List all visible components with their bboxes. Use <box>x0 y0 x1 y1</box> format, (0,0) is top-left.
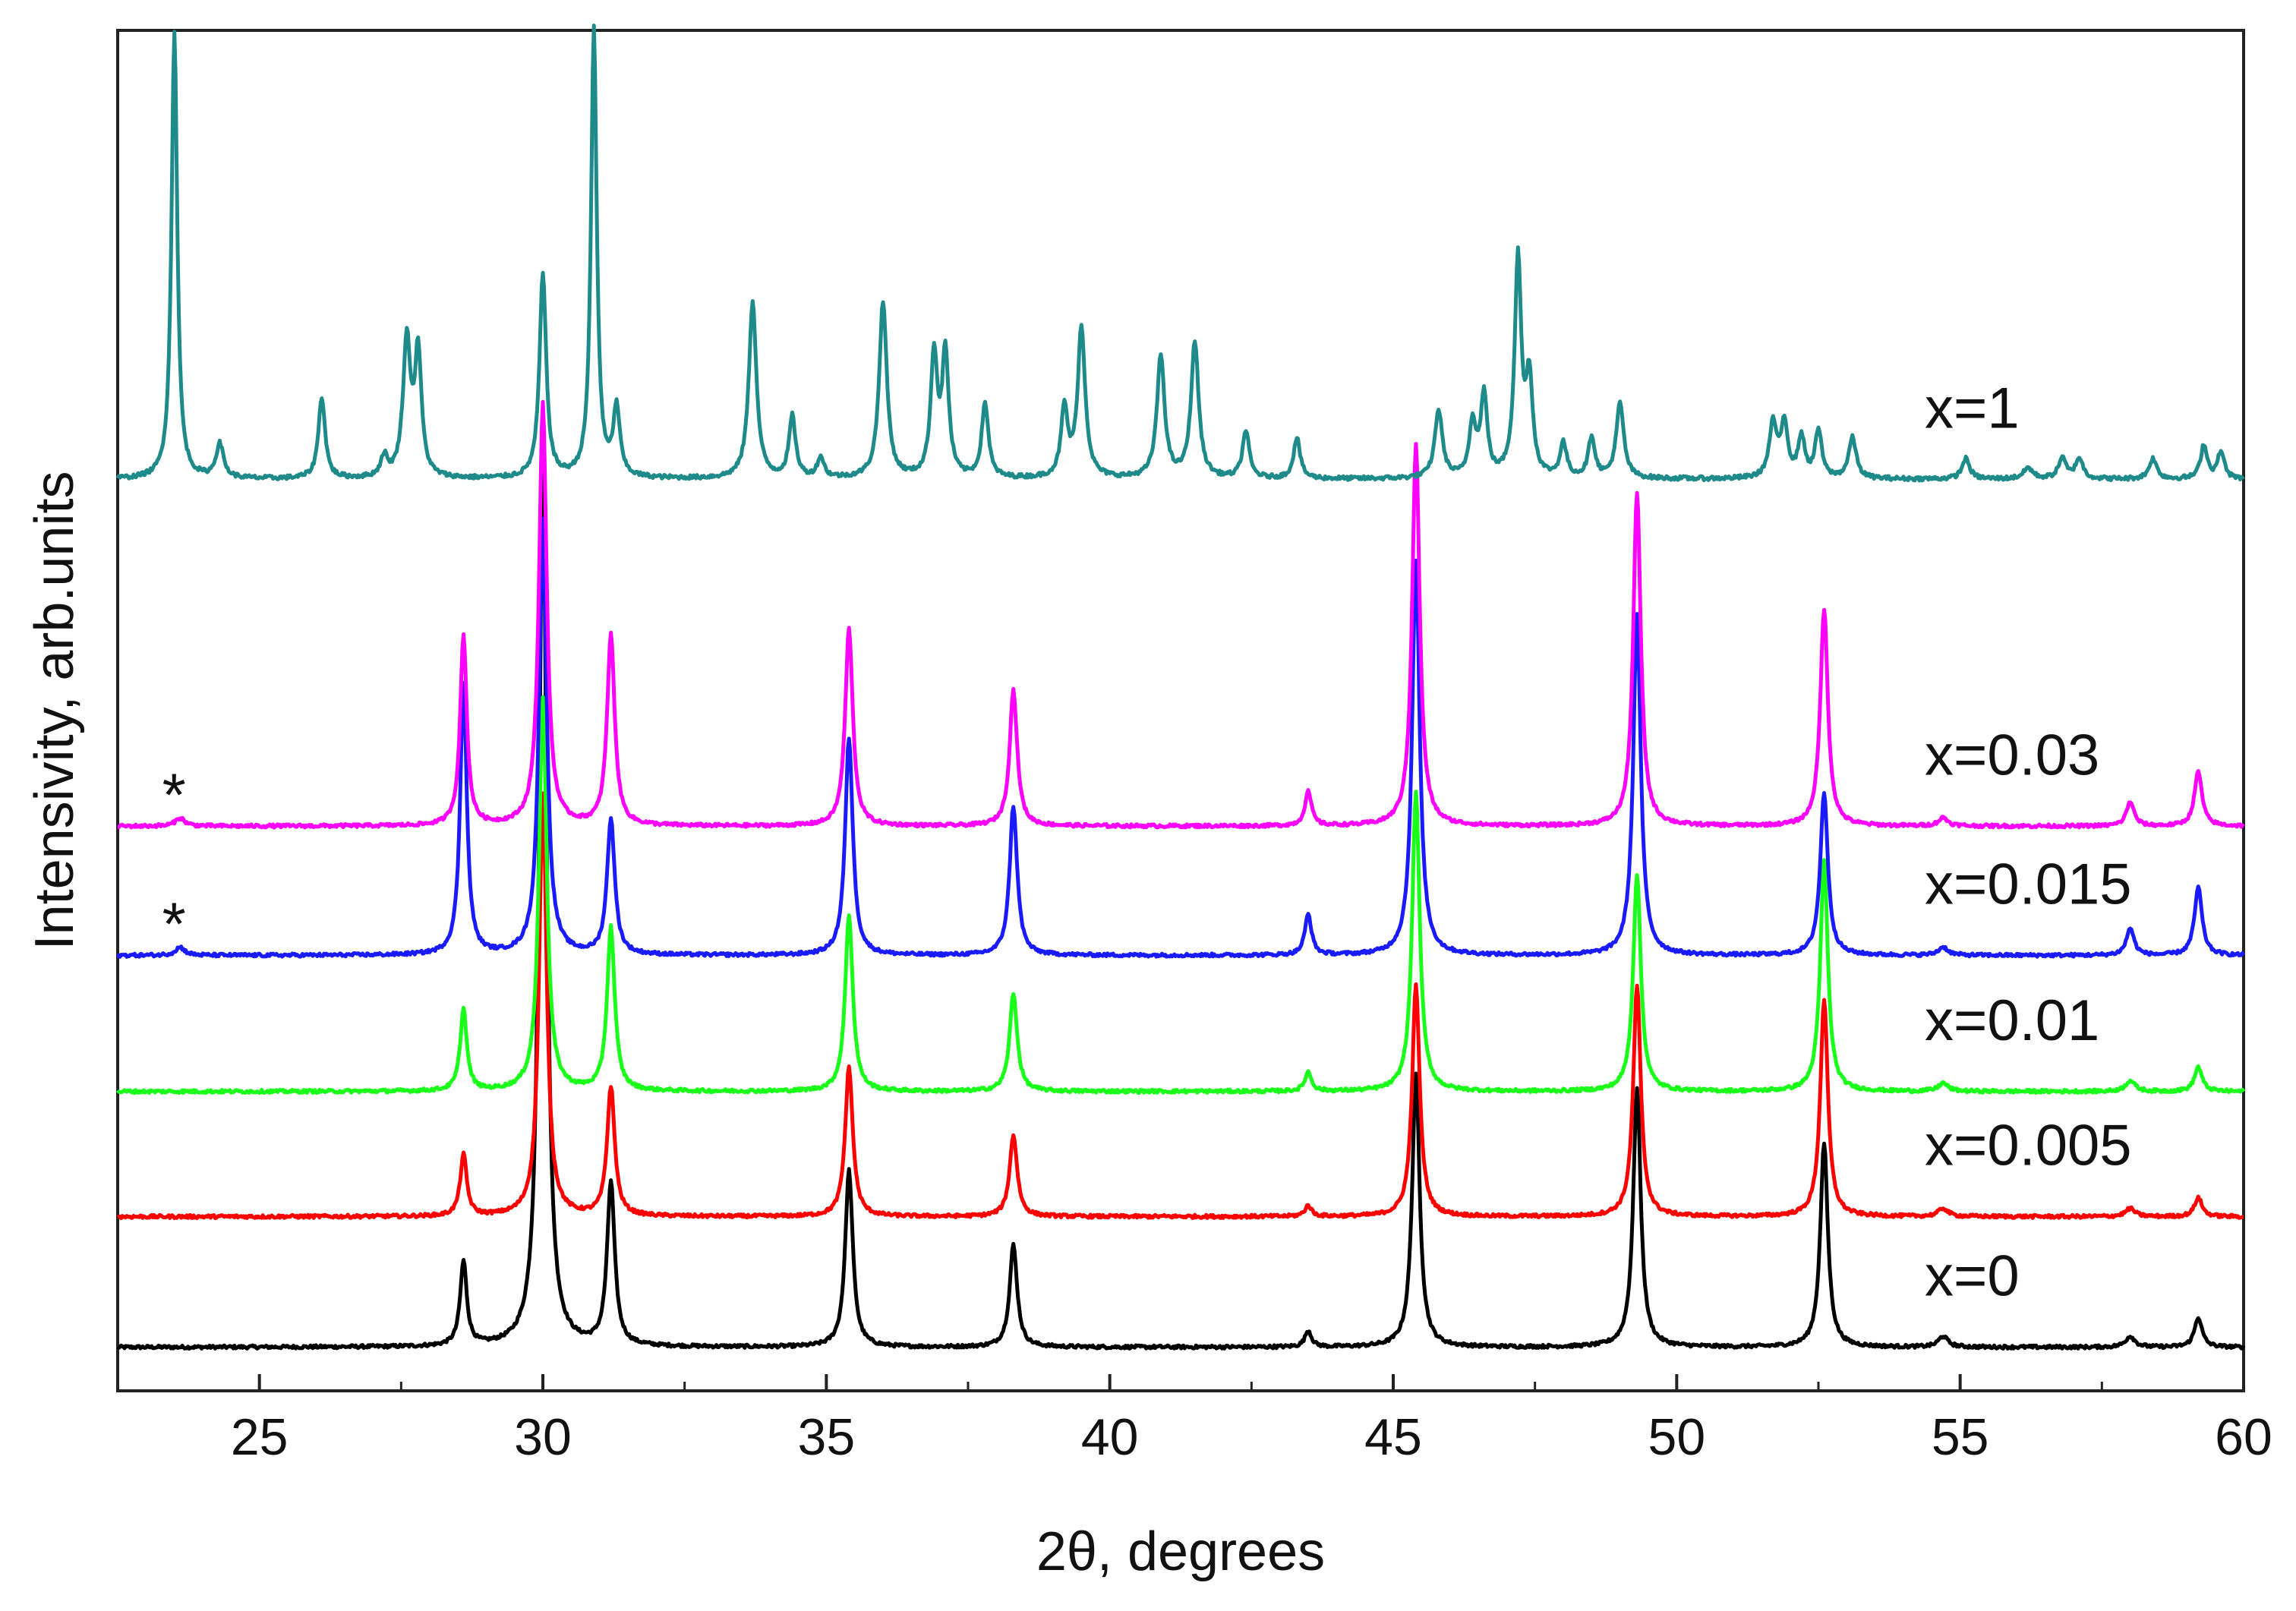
annotation-star: * <box>162 891 186 958</box>
series-label-x=0.01: x=0.01 <box>1925 988 2099 1053</box>
x-tick-label: 40 <box>1081 1408 1139 1466</box>
series-line-x=0.03 <box>117 399 2245 830</box>
series-label-x=0.005: x=0.005 <box>1925 1114 2132 1178</box>
series-label-x=0.015: x=0.015 <box>1925 853 2132 917</box>
annotations: ** <box>162 761 186 957</box>
x-tick-label: 35 <box>798 1408 856 1466</box>
x-tick-label: 25 <box>231 1408 289 1466</box>
series-line-x=0 <box>116 459 2246 1351</box>
x-tick-label: 55 <box>1932 1408 1989 1466</box>
series-line-x=0.005 <box>116 791 2244 1221</box>
annotation-star: * <box>162 761 186 828</box>
plot-frame <box>116 29 2245 1392</box>
x-tick-label: 45 <box>1364 1408 1422 1466</box>
x-ticks: 25 30 35 40 45 50 55 60 <box>116 1374 2272 1466</box>
series-group <box>115 24 2246 1351</box>
y-axis-title: Intensivity, arb.units <box>24 471 85 951</box>
series-line-x=0.01 <box>116 695 2246 1096</box>
series-labels: x=0 x=0.005 x=0.01 x=0.015 x=0.03 x=1 <box>1925 376 2132 1308</box>
series-line-x=1 <box>115 24 2245 483</box>
x-tick-label: 60 <box>2215 1408 2272 1466</box>
x-tick-label: 50 <box>1648 1408 1706 1466</box>
x-tick-label: 30 <box>514 1408 572 1466</box>
series-line-x=0.015 <box>115 516 2246 959</box>
series-label-x=0: x=0 <box>1925 1244 2020 1309</box>
x-axis-title: 2θ, degrees <box>1036 1521 1325 1582</box>
series-label-x=1: x=1 <box>1925 376 2020 440</box>
series-label-x=0.03: x=0.03 <box>1925 723 2099 787</box>
